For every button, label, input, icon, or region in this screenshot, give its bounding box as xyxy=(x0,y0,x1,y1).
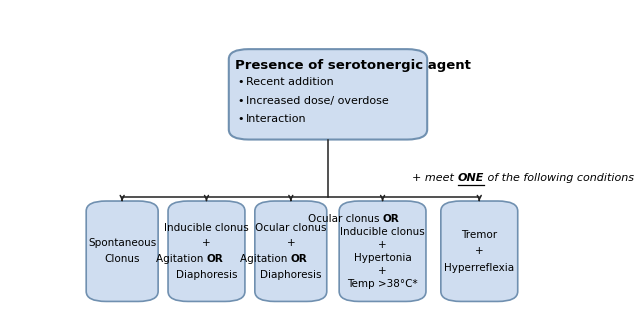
Text: OR: OR xyxy=(291,254,308,264)
Text: Hypertonia: Hypertonia xyxy=(354,253,412,263)
Text: + meet: + meet xyxy=(412,173,458,184)
FancyBboxPatch shape xyxy=(339,201,426,302)
Text: of the following conditions: of the following conditions xyxy=(484,173,634,184)
Text: +: + xyxy=(378,266,387,276)
Text: Recent addition: Recent addition xyxy=(246,77,334,87)
Text: Ocular clonus: Ocular clonus xyxy=(308,214,383,224)
Text: OR: OR xyxy=(207,254,223,264)
Text: Agitation: Agitation xyxy=(156,254,207,264)
Text: OR: OR xyxy=(383,214,399,224)
FancyBboxPatch shape xyxy=(168,201,245,302)
Text: +: + xyxy=(378,240,387,250)
Text: Inducible clonus: Inducible clonus xyxy=(164,223,249,233)
Text: Diaphoresis: Diaphoresis xyxy=(260,270,321,280)
Text: Temp >38°C*: Temp >38°C* xyxy=(348,279,418,289)
Text: Presence of serotonergic agent: Presence of serotonergic agent xyxy=(235,59,470,72)
Text: Ocular clonus: Ocular clonus xyxy=(255,223,326,233)
Text: Hyperreflexia: Hyperreflexia xyxy=(444,262,515,273)
Text: •: • xyxy=(237,77,244,87)
FancyBboxPatch shape xyxy=(255,201,327,302)
Text: Inducible clonus: Inducible clonus xyxy=(340,227,425,237)
Text: +: + xyxy=(202,238,211,248)
Text: •: • xyxy=(237,96,244,106)
FancyBboxPatch shape xyxy=(86,201,158,302)
Text: Agitation: Agitation xyxy=(240,254,291,264)
Text: Tremor: Tremor xyxy=(461,230,497,240)
Text: +: + xyxy=(287,238,295,248)
Text: +: + xyxy=(475,246,484,256)
FancyBboxPatch shape xyxy=(441,201,518,302)
FancyBboxPatch shape xyxy=(229,49,428,140)
Text: Diaphoresis: Diaphoresis xyxy=(176,270,237,280)
Text: Spontaneous: Spontaneous xyxy=(88,238,156,248)
Text: Clonus: Clonus xyxy=(104,254,140,264)
Text: Interaction: Interaction xyxy=(246,114,307,125)
Text: ONE: ONE xyxy=(458,173,484,184)
Text: •: • xyxy=(237,114,244,125)
Text: Increased dose/ overdose: Increased dose/ overdose xyxy=(246,96,389,106)
